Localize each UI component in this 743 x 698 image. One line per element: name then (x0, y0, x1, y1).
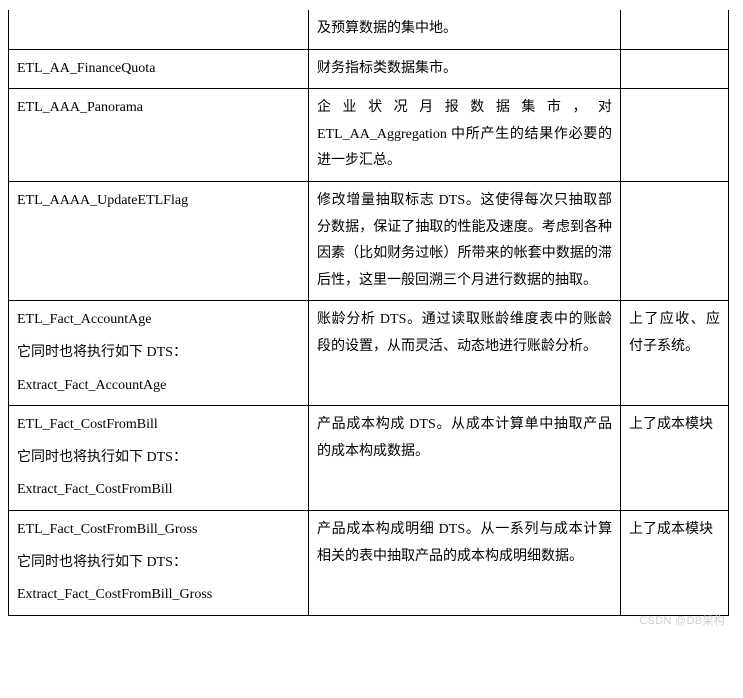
table-row: ETL_Fact_AccountAge 它同时也将执行如下 DTS： Extra… (9, 301, 729, 406)
cell-name: ETL_Fact_CostFromBill 它同时也将执行如下 DTS： Ext… (9, 406, 309, 511)
dts-name: Extract_Fact_CostFromBill (17, 477, 300, 504)
cell-desc: 产品成本构成 DTS。从成本计算单中抽取产品的成本构成数据。 (309, 406, 621, 511)
table-row: ETL_AAAA_UpdateETLFlag 修改增量抽取标志 DTS。这使得每… (9, 181, 729, 300)
cell-name: ETL_AAAA_UpdateETLFlag (9, 181, 309, 300)
cell-name: ETL_AAA_Panorama (9, 89, 309, 182)
cell-name: ETL_Fact_CostFromBill_Gross 它同时也将执行如下 DT… (9, 510, 309, 615)
cell-note (621, 10, 729, 49)
cell-desc: 账龄分析 DTS。通过读取账龄维度表中的账龄段的设置，从而灵活、动态地进行账龄分… (309, 301, 621, 406)
cell-desc: 及预算数据的集中地。 (309, 10, 621, 49)
table-row: ETL_Fact_CostFromBill 它同时也将执行如下 DTS： Ext… (9, 406, 729, 511)
table-row: ETL_AAA_Panorama 企业状况月报数据集市，对 ETL_AA_Agg… (9, 89, 729, 182)
watermark: CSDN @DB架构 (639, 611, 725, 632)
table-row: ETL_AA_FinanceQuota 财务指标类数据集市。 (9, 49, 729, 89)
dts-prefix: 它同时也将执行如下 DTS： (17, 340, 300, 367)
cell-name (9, 10, 309, 49)
cell-note (621, 49, 729, 89)
table-row: 及预算数据的集中地。 (9, 10, 729, 49)
dts-prefix: 它同时也将执行如下 DTS： (17, 445, 300, 472)
cell-note (621, 181, 729, 300)
text-en: ETL_AA_Aggregation (317, 127, 447, 142)
table-row: ETL_Fact_CostFromBill_Gross 它同时也将执行如下 DT… (9, 510, 729, 615)
etl-name: ETL_Fact_AccountAge (17, 307, 300, 334)
etl-name: ETL_Fact_CostFromBill (17, 412, 300, 439)
cell-desc: 企业状况月报数据集市，对 ETL_AA_Aggregation 中所产生的结果作… (309, 89, 621, 182)
cell-desc: 产品成本构成明细 DTS。从一系列与成本计算相关的表中抽取产品的成本构成明细数据… (309, 510, 621, 615)
cell-name: ETL_Fact_AccountAge 它同时也将执行如下 DTS： Extra… (9, 301, 309, 406)
cell-note (621, 89, 729, 182)
cell-desc: 财务指标类数据集市。 (309, 49, 621, 89)
dts-name: Extract_Fact_CostFromBill_Gross (17, 582, 300, 609)
etl-name: ETL_Fact_CostFromBill_Gross (17, 517, 300, 544)
text: 企业状况月报数据集市，对 (317, 100, 612, 115)
cell-note: 上了成本模块 (621, 510, 729, 615)
etl-table: 及预算数据的集中地。 ETL_AA_FinanceQuota 财务指标类数据集市… (8, 10, 729, 616)
dts-name: Extract_Fact_AccountAge (17, 373, 300, 400)
cell-name: ETL_AA_FinanceQuota (9, 49, 309, 89)
cell-note: 上了应收、应付子系统。 (621, 301, 729, 406)
cell-desc: 修改增量抽取标志 DTS。这使得每次只抽取部分数据，保证了抽取的性能及速度。考虑… (309, 181, 621, 300)
cell-note: 上了成本模块 (621, 406, 729, 511)
dts-prefix: 它同时也将执行如下 DTS： (17, 550, 300, 577)
